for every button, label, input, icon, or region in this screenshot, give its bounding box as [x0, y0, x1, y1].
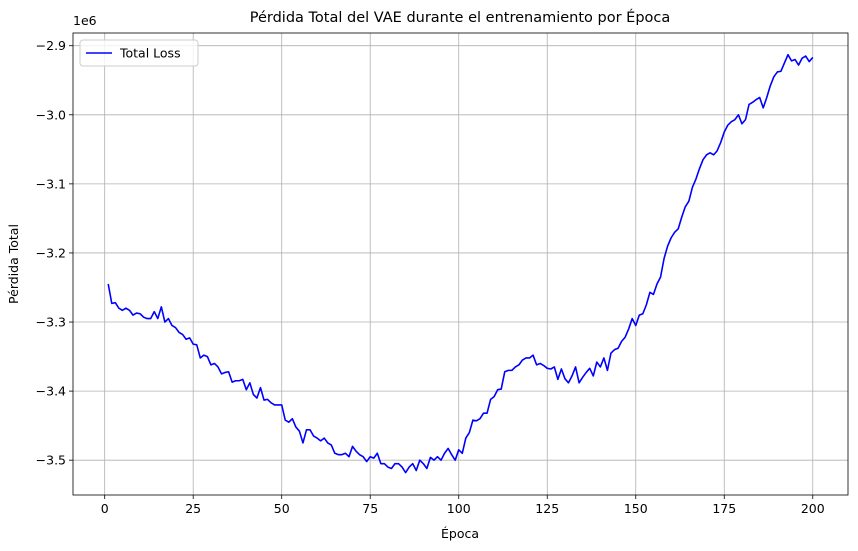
y-tick-label: −3.2 — [36, 245, 66, 260]
plot-frame — [72, 32, 849, 496]
chart-title: Pérdida Total del VAE durante el entrena… — [250, 9, 671, 26]
x-tick-label: 75 — [362, 501, 378, 516]
x-tick-label: 200 — [801, 501, 825, 516]
x-tick-label: 100 — [447, 501, 471, 516]
y-tick-label: −3.5 — [36, 453, 66, 468]
grid — [73, 33, 848, 495]
x-tick-label: 125 — [535, 501, 559, 516]
line-series — [107, 53, 814, 474]
legend: Total Loss — [79, 39, 199, 67]
x-tick-label: 0 — [101, 501, 109, 516]
x-tick-label: 25 — [185, 501, 201, 516]
y-offset-label: 1e6 — [73, 13, 97, 28]
y-axis-label: Pérdida Total — [6, 224, 21, 304]
x-tick-label: 175 — [712, 501, 736, 516]
y-tick-label: −2.9 — [36, 38, 66, 53]
y-tick-label: −3.1 — [36, 176, 66, 191]
y-tick-label: −3.0 — [36, 107, 66, 122]
legend-box — [79, 39, 199, 67]
y-tick-label: −3.4 — [36, 384, 66, 399]
x-tick-label: 150 — [624, 501, 648, 516]
x-tick-label: 50 — [274, 501, 290, 516]
legend-label: Total Loss — [119, 46, 181, 61]
x-axis-label: Época — [441, 526, 479, 541]
y-tick-label: −3.3 — [36, 315, 66, 330]
